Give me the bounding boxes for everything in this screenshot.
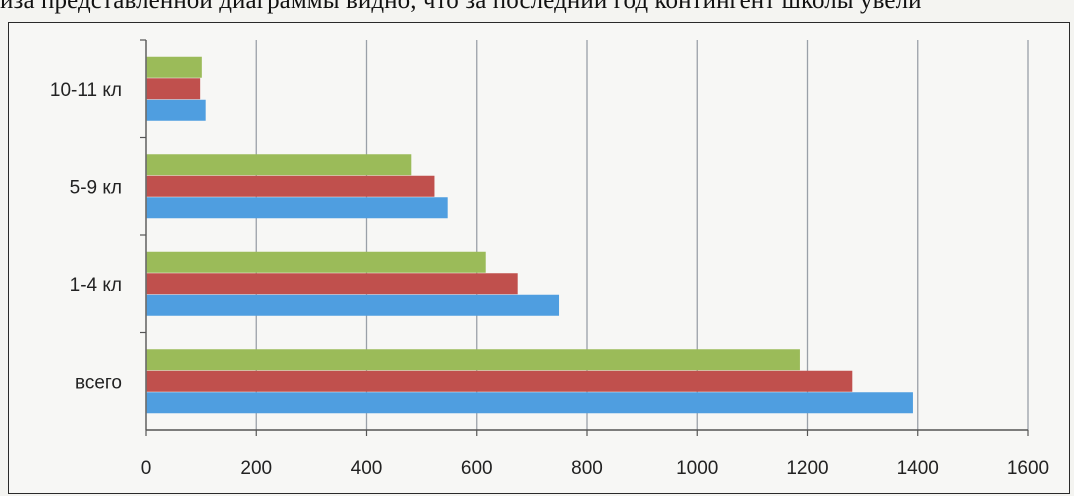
x-tick-label: 1200 — [786, 458, 828, 479]
bar — [146, 370, 853, 392]
bar — [146, 99, 206, 121]
bar — [146, 273, 518, 295]
chart-axes — [140, 39, 1029, 436]
x-tick-label: 1000 — [676, 458, 718, 479]
bar — [146, 154, 412, 176]
category-label: 10-11 кл — [50, 80, 122, 101]
bar — [146, 78, 201, 100]
category-label: всего — [75, 372, 122, 393]
bar — [146, 56, 202, 78]
bar — [146, 251, 486, 273]
bar — [146, 349, 800, 371]
category-label: 5-9 кл — [70, 177, 122, 198]
x-tick-label: 1400 — [897, 458, 939, 479]
x-tick-label: 0 — [141, 458, 152, 479]
x-tick-label: 400 — [351, 458, 383, 479]
chart-labels: 0 200 400 600 800 1000 1200 1400 1600 10-11 кл 5-9… — [50, 80, 1049, 479]
x-tick-label: 200 — [240, 458, 272, 479]
bar — [146, 175, 435, 197]
x-tick-label: 600 — [461, 458, 493, 479]
bar — [146, 197, 448, 219]
category-label: 1-4 кл — [70, 275, 122, 296]
x-tick-label: 800 — [571, 458, 603, 479]
bar — [146, 392, 913, 414]
chart-bars — [146, 56, 913, 414]
page-caption: иза представленной диаграммы видно, что … — [0, 0, 922, 14]
x-tick-label: 1600 — [1007, 458, 1049, 479]
bar — [146, 294, 560, 316]
